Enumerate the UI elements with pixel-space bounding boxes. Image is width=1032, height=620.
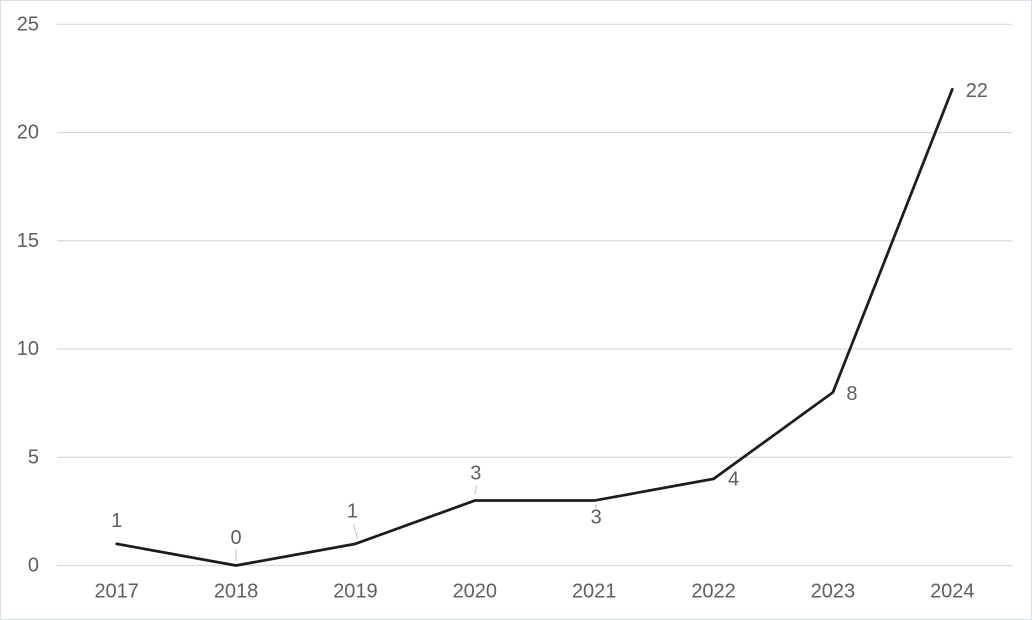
data-label-leader-line <box>474 485 478 495</box>
y-axis-tick-label: 5 <box>28 446 39 468</box>
data-point-label: 1 <box>111 510 122 532</box>
series-line <box>115 87 954 567</box>
x-axis-tick-label: 2022 <box>691 581 736 603</box>
data-point-label: 8 <box>846 383 857 405</box>
y-axis-tick-label: 10 <box>17 338 39 360</box>
data-label-leader-line <box>594 503 597 509</box>
x-axis-tick-label: 2019 <box>333 581 378 603</box>
data-point-label: 3 <box>470 463 481 485</box>
x-axis-tick-label: 2017 <box>94 581 139 603</box>
data-point-label: 4 <box>728 468 739 490</box>
data-point-label: 0 <box>231 527 242 549</box>
y-axis-tick-label: 0 <box>28 555 39 577</box>
x-axis-tick-label: 2023 <box>811 581 856 603</box>
y-axis-tick-label: 25 <box>17 13 39 35</box>
x-axis-tick-label: 2018 <box>214 581 259 603</box>
x-axis-tick-label: 2024 <box>930 581 975 603</box>
x-axis-tick-label: 2021 <box>572 581 617 603</box>
y-axis-tick-label: 15 <box>17 230 39 252</box>
data-point-label: 3 <box>591 507 602 529</box>
y-axis-tick-label: 20 <box>17 122 39 144</box>
data-point-label: 1 <box>347 500 358 522</box>
x-axis-tick-label: 2020 <box>453 581 498 603</box>
data-label-leader-line <box>352 524 358 539</box>
data-point-label: 22 <box>966 80 988 102</box>
